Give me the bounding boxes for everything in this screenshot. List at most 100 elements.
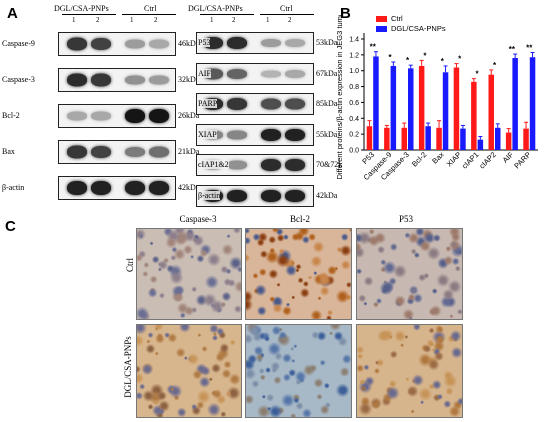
chart-bar-ctrl <box>401 127 407 150</box>
chart-significance-mark: ** <box>509 45 516 54</box>
wb-left-label-bax: Bax <box>2 147 15 156</box>
wb-left-label-caspase-3: Caspase-3 <box>2 75 35 84</box>
wb-left-blots: Caspase-9 46kDa Caspase-3 32kDa Bcl-2 26kDa Ba… <box>0 0 199 210</box>
panel-b-letter: B <box>340 5 351 22</box>
chart-y-tick-label: 0.4 <box>349 116 359 123</box>
wb-left-band <box>91 38 111 50</box>
chart-legend-label: Ctrl <box>391 15 403 23</box>
ihc-row-label-treated: DGL/CSA-PNPs <box>123 336 133 398</box>
chart-significance-mark: ** <box>526 43 533 52</box>
wb-right-band <box>261 189 281 202</box>
wb-left-band <box>149 75 169 85</box>
ihc-col-header-bcl2: Bcl-2 <box>290 214 310 224</box>
wb-left-label--actin: β-actin <box>2 183 25 192</box>
wb-left-label-caspase-9: Caspase-9 <box>2 39 35 48</box>
ihc-treated-bcl2-image <box>245 324 352 418</box>
chart-bar-treated <box>512 58 518 150</box>
wb-left-lane-2: 2 <box>96 16 100 24</box>
chart-y-tick-label: 1.2 <box>349 52 359 59</box>
ihc-treated-p53-image <box>356 324 463 418</box>
chart-bar-ctrl <box>523 128 529 150</box>
chart-bar-treated <box>495 127 501 150</box>
ihc-ctrl-caspase3-image <box>136 228 242 320</box>
wb-right-band <box>261 39 281 47</box>
chart-significance-mark: * <box>423 51 427 60</box>
ihc-treated-caspase3-image <box>136 324 242 418</box>
chart-category-label: cIAP2 <box>477 150 498 171</box>
wb-left-band <box>91 181 111 195</box>
wb-left-blot-caspase-9 <box>58 32 176 56</box>
chart-bar-treated <box>477 139 484 150</box>
wb-left-band <box>91 146 111 158</box>
wb-left-band <box>125 75 145 85</box>
chart-y-axis-label: Different proteins/β-actin expression in… <box>335 15 344 180</box>
chart-y-tick-label: 1.4 <box>349 37 359 44</box>
chart-significance-mark: * <box>458 55 462 64</box>
wb-left-band <box>149 39 169 49</box>
wb-right-band <box>261 70 281 77</box>
wb-right-ctrl-line <box>260 14 314 15</box>
chart-significance-mark: * <box>476 70 480 79</box>
wb-left-band <box>67 111 87 121</box>
chart-bar-ctrl <box>505 132 512 150</box>
wb-right-size-parp: 85kDa <box>316 99 338 108</box>
wb-right-group-label: DGL/CSA-PNPs <box>188 4 243 13</box>
wb-left-band <box>125 181 145 195</box>
chart-category-label: Bcl-2 <box>410 150 428 168</box>
wb-left-band <box>67 37 87 51</box>
ihc-row-label-ctrl: Ctrl <box>125 258 135 273</box>
wb-right-blot-ciap1-2 <box>196 154 314 176</box>
wb-right-label-p53: P53 <box>198 38 211 47</box>
wb-left-band <box>149 146 169 158</box>
wb-left-size--actin: 42kDa <box>178 183 200 192</box>
wb-right-band <box>227 68 247 79</box>
wb-right-blot-aif <box>196 62 314 85</box>
wb-right-lane-2: 2 <box>232 16 236 24</box>
panel-c-letter: C <box>5 218 16 235</box>
wb-left-blot-caspase-3 <box>58 68 176 92</box>
wb-left-lane-3: 1 <box>130 16 134 24</box>
bar-chart: 0.0 0.2 0.4 0.6 0.8 1.0 1.2 1.4 Different protei… <box>335 15 538 182</box>
chart-bar-ctrl <box>453 67 460 150</box>
wb-right-band <box>261 98 281 110</box>
chart-legend-label: DGL/CSA-PNPs <box>391 24 446 33</box>
wb-left-band <box>67 145 87 159</box>
wb-left-band <box>125 147 145 157</box>
chart-bar-ctrl <box>366 126 373 150</box>
chart-bar-treated <box>529 57 536 150</box>
wb-right-blot--actin <box>196 184 314 207</box>
chart-y-tick-label: 0.2 <box>349 132 359 139</box>
wb-left-blot-bcl-2 <box>58 104 176 128</box>
wb-left-band <box>125 39 145 49</box>
chart-category-label: cIAP1 <box>460 150 481 171</box>
wb-right-label-xiap: XIAP <box>198 129 217 139</box>
chart-bar-ctrl <box>436 127 442 150</box>
wb-right-size-aif: 67kDa <box>316 68 338 78</box>
wb-right-size-xiap: 55kDa <box>316 129 338 139</box>
chart-category-label: PARP <box>512 150 532 170</box>
wb-left-size-bax: 21kDa <box>178 147 200 156</box>
wb-right-band <box>285 159 305 171</box>
wb-right-band <box>203 68 223 79</box>
wb-left-group-label: DGL/CSA-PNPs <box>54 4 109 13</box>
wb-right-group-line <box>200 14 254 15</box>
chart-bar-treated <box>460 128 466 150</box>
chart-y-tick-label: 0.8 <box>349 84 359 91</box>
chart-significance-mark: * <box>389 53 393 62</box>
wb-left-band <box>67 73 87 87</box>
chart-bar-ctrl <box>384 127 390 150</box>
wb-right-size-ciap1-2: 70&72k <box>316 160 343 169</box>
chart-bar-treated <box>442 72 449 150</box>
chart-bar-treated <box>390 65 397 150</box>
wb-left-band <box>67 181 87 195</box>
wb-right-lane-4: 2 <box>288 16 292 24</box>
chart-bar-ctrl <box>471 81 477 150</box>
chart-bar-ctrl <box>418 65 425 150</box>
chart-y-tick-label: 1.0 <box>349 68 359 75</box>
wb-left-size-caspase-9: 46kDa <box>178 39 200 48</box>
chart-significance-mark: ** <box>370 43 377 52</box>
wb-left-band <box>91 73 111 87</box>
chart-bar-treated <box>408 68 414 150</box>
wb-right-ctrl-label: Ctrl <box>280 4 293 13</box>
chart-legend-swatch <box>376 26 387 32</box>
